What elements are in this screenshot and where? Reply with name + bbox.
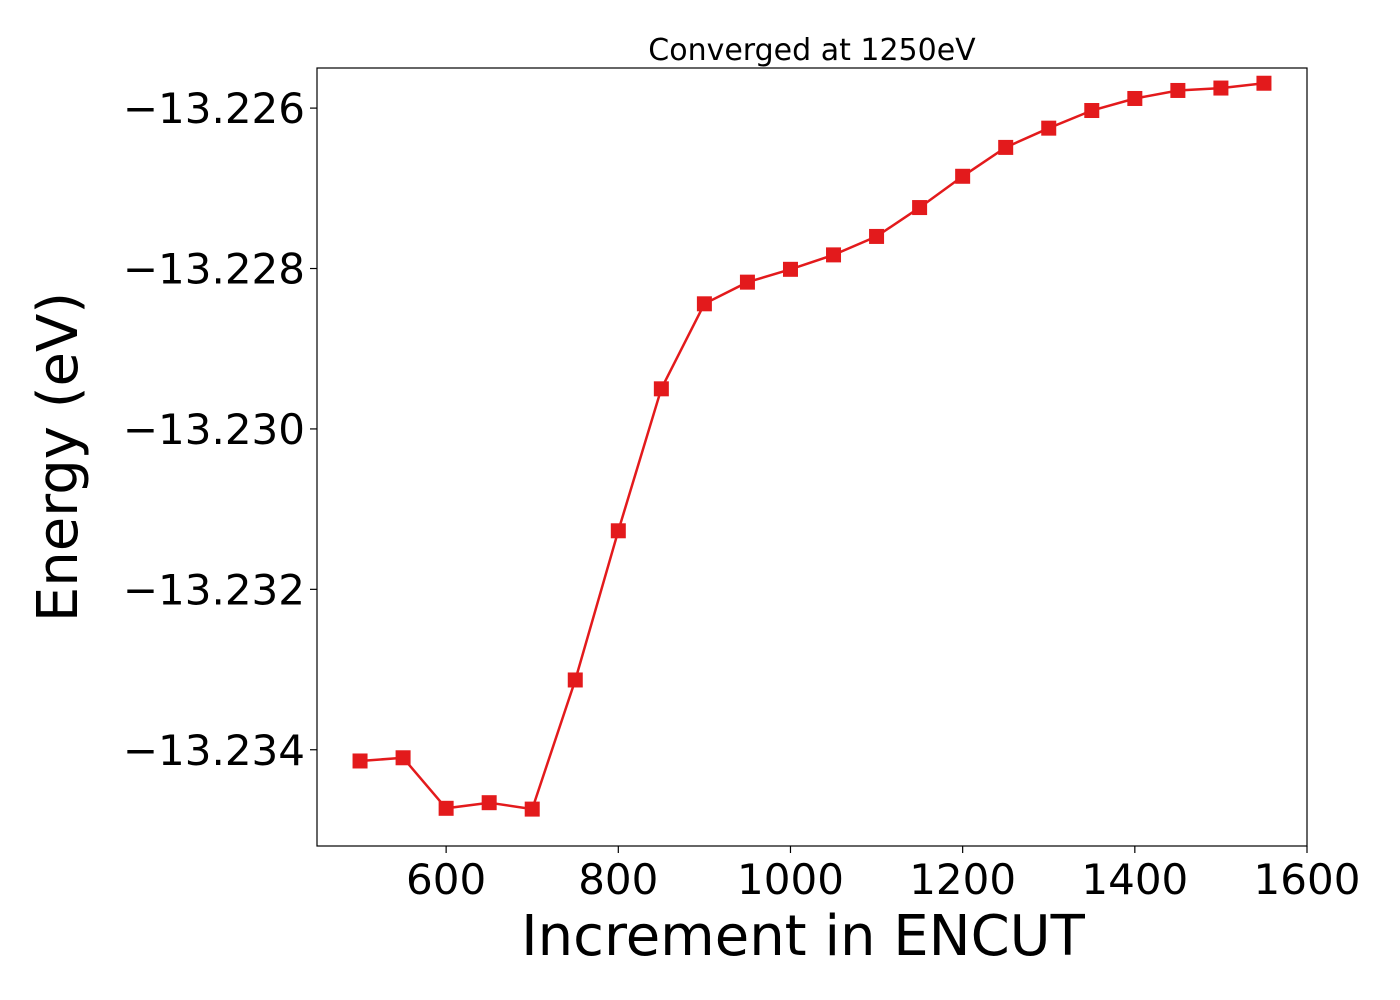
y-tick-label: −13.228 bbox=[123, 245, 305, 294]
y-axis-ticks: −13.226 −13.228 −13.230 −13.232 −13.234 bbox=[123, 84, 317, 775]
x-tick-label: 1000 bbox=[737, 855, 844, 904]
data-point-marker bbox=[524, 801, 540, 817]
data-point-marker bbox=[739, 274, 755, 290]
data-point-marker bbox=[653, 381, 669, 397]
data-series bbox=[352, 75, 1272, 817]
data-point-marker bbox=[1127, 90, 1143, 106]
y-axis-label: Energy (eV) bbox=[26, 292, 91, 622]
data-point-marker bbox=[1041, 120, 1057, 136]
data-point-marker bbox=[826, 247, 842, 263]
data-point-marker bbox=[438, 800, 454, 816]
data-point-marker bbox=[481, 795, 497, 811]
x-tick-label: 1600 bbox=[1254, 855, 1361, 904]
series-line bbox=[359, 81, 1265, 811]
data-point-marker bbox=[696, 296, 712, 312]
y-tick-label: −13.230 bbox=[123, 405, 305, 454]
data-point-marker bbox=[1213, 80, 1229, 96]
data-point-marker bbox=[567, 672, 583, 688]
x-tick-label: 600 bbox=[406, 855, 486, 904]
x-tick-label: 800 bbox=[578, 855, 658, 904]
x-tick-label: 1200 bbox=[909, 855, 1016, 904]
data-point-marker bbox=[782, 261, 798, 277]
plot-frame bbox=[316, 67, 1308, 847]
x-axis-label: Increment in ENCUT bbox=[521, 904, 1086, 969]
x-axis-ticks: 600 800 1000 1200 1400 1600 bbox=[406, 846, 1360, 904]
data-point-marker bbox=[1084, 103, 1100, 119]
y-tick-label: −13.226 bbox=[123, 84, 305, 133]
chart-title: Converged at 1250eV bbox=[648, 33, 976, 68]
x-tick-label: 1400 bbox=[1081, 855, 1188, 904]
data-point-marker bbox=[1170, 82, 1186, 98]
data-point-marker bbox=[395, 750, 411, 766]
data-point-marker bbox=[869, 228, 885, 244]
data-point-marker bbox=[352, 753, 368, 769]
data-point-marker bbox=[1256, 75, 1272, 91]
y-tick-label: −13.234 bbox=[123, 726, 305, 775]
data-point-marker bbox=[998, 139, 1014, 155]
data-point-marker bbox=[610, 523, 626, 539]
y-tick-label: −13.232 bbox=[123, 565, 305, 614]
data-point-marker bbox=[912, 200, 928, 216]
data-point-marker bbox=[955, 168, 971, 184]
